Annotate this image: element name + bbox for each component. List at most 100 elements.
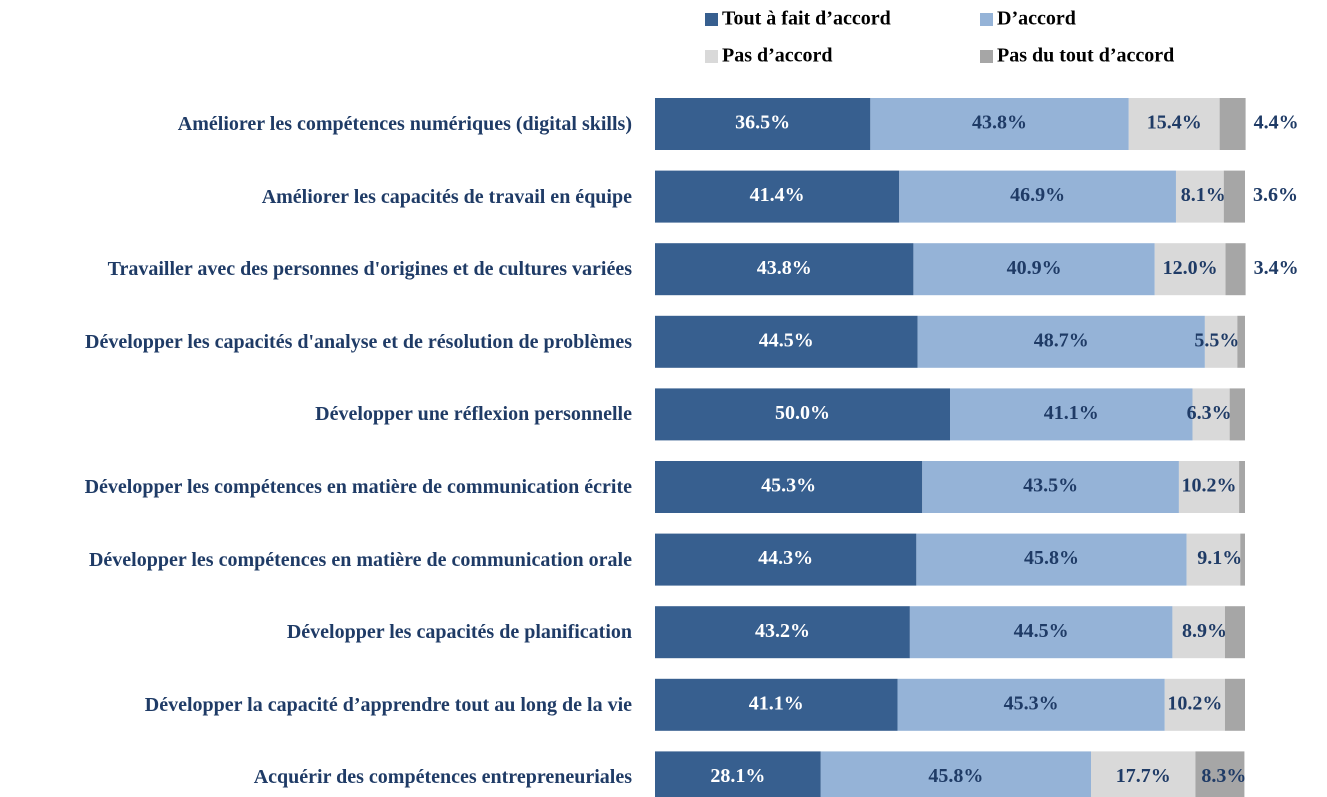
category-label-box: Développer les capacités d'analyse et de… xyxy=(0,312,632,372)
value-label: 36.5% xyxy=(735,112,790,134)
legend-swatch xyxy=(980,50,993,63)
value-label: 50.0% xyxy=(775,402,830,424)
bar-segment xyxy=(1175,170,1224,223)
category-label-box: Développer la capacité d’apprendre tout … xyxy=(0,675,632,735)
value-label: 43.8% xyxy=(757,257,812,279)
value-label: 10.2% xyxy=(1182,475,1237,497)
bar-segment xyxy=(655,98,871,150)
category-label: Améliorer les capacités de travail en éq… xyxy=(261,185,632,208)
value-label: 41.1% xyxy=(1044,402,1099,424)
bar-segment xyxy=(1229,388,1245,441)
category-label-box: Développer les compétences en matière de… xyxy=(0,530,632,590)
value-label: 43.8% xyxy=(972,112,1027,134)
bar-segment xyxy=(950,388,1193,441)
bar-segment xyxy=(870,98,1129,150)
bar-segment xyxy=(1178,461,1240,513)
bar-segment xyxy=(655,533,917,586)
legend-swatch xyxy=(705,50,718,63)
value-label: 8.3% xyxy=(1201,765,1246,787)
value-label: 40.9% xyxy=(1007,257,1062,279)
value-label: 3.4% xyxy=(1254,257,1299,279)
bar-segment xyxy=(1186,533,1241,586)
bar-segment xyxy=(655,170,900,223)
category-label: Développer les compétences en matière de… xyxy=(88,548,632,571)
bar-segment xyxy=(655,315,918,368)
bar-segment xyxy=(1239,461,1245,513)
value-label: 45.3% xyxy=(761,475,816,497)
value-label: 44.5% xyxy=(1014,620,1069,642)
category-label-box: Acquérir des compétences entrepreneurial… xyxy=(0,747,632,797)
value-label: 6.3% xyxy=(1187,402,1232,424)
bar-segment xyxy=(655,243,914,296)
value-label: 45.8% xyxy=(1024,547,1079,569)
category-label-box: Développer une réflexion personnelle xyxy=(0,384,632,444)
bar-segment xyxy=(1223,170,1245,223)
legend-swatch xyxy=(980,13,993,26)
bar-segment xyxy=(1219,98,1246,150)
value-label: 4.4% xyxy=(1254,112,1299,134)
value-label: 41.1% xyxy=(749,692,804,714)
category-label: Acquérir des compétences entrepreneurial… xyxy=(253,766,632,789)
bar-segment xyxy=(897,678,1165,731)
bar-segment xyxy=(1225,243,1246,296)
value-label: 46.9% xyxy=(1010,184,1065,206)
value-label: 17.7% xyxy=(1116,765,1171,787)
value-label: 45.3% xyxy=(1004,692,1059,714)
bar-segment xyxy=(916,533,1187,586)
bar-segment xyxy=(820,751,1092,797)
bar-segment xyxy=(1204,315,1238,368)
value-label: 43.2% xyxy=(755,620,810,642)
category-label-box: Développer les capacités de planificatio… xyxy=(0,602,632,662)
bar-segment xyxy=(1195,751,1245,797)
value-label: 12.0% xyxy=(1163,257,1218,279)
bar-segment xyxy=(1224,606,1245,659)
bar-segment xyxy=(655,461,923,513)
bar-segment xyxy=(1192,388,1230,441)
legend-swatch xyxy=(705,13,718,26)
category-label: Améliorer les compétences numériques (di… xyxy=(177,113,632,135)
value-label: 28.1% xyxy=(710,765,765,787)
value-label: 3.6% xyxy=(1253,184,1298,206)
bar-segment xyxy=(1172,606,1225,659)
bar-segment xyxy=(1091,751,1196,797)
bar-segment xyxy=(922,461,1179,513)
category-label-box: Travailler avec des personnes d'origines… xyxy=(0,239,632,299)
value-label: 5.5% xyxy=(1194,329,1239,351)
category-label: Développer une réflexion personnelle xyxy=(315,403,632,426)
category-label-box: Développer les compétences en matière de… xyxy=(0,457,632,517)
value-label: 8.9% xyxy=(1182,620,1227,642)
bar-segment xyxy=(1164,678,1225,731)
value-label: 44.3% xyxy=(758,547,813,569)
bar-segment xyxy=(655,606,910,659)
category-label: Développer les compétences en matière de… xyxy=(84,476,632,498)
category-label: Développer la capacité d’apprendre tout … xyxy=(144,693,632,716)
value-label: 45.8% xyxy=(928,765,983,787)
legend-label: Pas du tout d’accord xyxy=(997,45,1174,67)
category-label-box: Améliorer les compétences numériques (di… xyxy=(0,94,632,154)
bar-segment xyxy=(1237,315,1245,368)
legend-label: Pas d’accord xyxy=(722,45,833,67)
bar-segment xyxy=(913,243,1155,296)
bar-segment xyxy=(1154,243,1226,296)
category-label: Travailler avec des personnes d'origines… xyxy=(107,258,632,281)
bar-segment xyxy=(1224,678,1245,731)
category-label: Développer les capacités de planificatio… xyxy=(286,621,632,644)
category-label-box: Améliorer les capacités de travail en éq… xyxy=(0,167,632,227)
value-label: 15.4% xyxy=(1147,112,1202,134)
value-label: 10.2% xyxy=(1167,692,1222,714)
value-label: 43.5% xyxy=(1023,475,1078,497)
bar-segment xyxy=(655,678,898,731)
bar-segment xyxy=(655,388,950,441)
value-label: 48.7% xyxy=(1034,329,1089,351)
value-label: 41.4% xyxy=(750,184,805,206)
value-label: 9.1% xyxy=(1197,547,1242,569)
bar-segment xyxy=(1240,533,1245,586)
bar-segment xyxy=(655,751,821,797)
legend-label: D’accord xyxy=(997,8,1076,30)
bar-segment xyxy=(909,606,1173,659)
category-label: Développer les capacités d'analyse et de… xyxy=(85,330,632,353)
value-label: 44.5% xyxy=(759,329,814,351)
legend-label: Tout à fait d’accord xyxy=(722,8,891,30)
